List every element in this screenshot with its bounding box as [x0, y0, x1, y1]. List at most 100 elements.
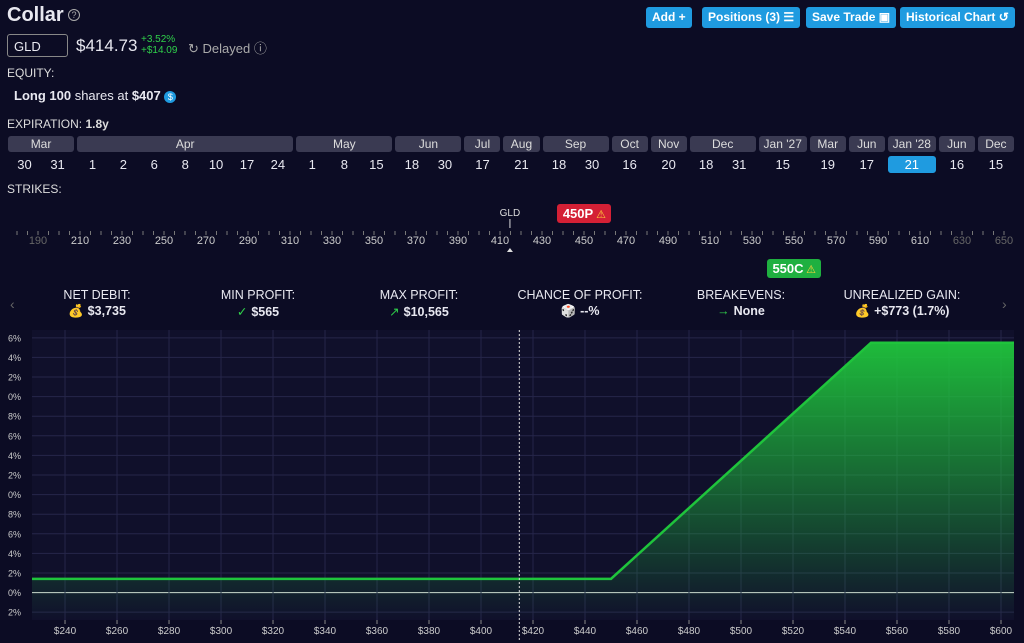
save-button[interactable]: Save Trade ▣	[806, 7, 897, 28]
day[interactable]: 10	[208, 157, 224, 172]
day[interactable]: 18	[404, 157, 420, 172]
stat-value: $3,735	[87, 304, 126, 318]
day[interactable]: 8	[340, 157, 348, 172]
put-badge	[557, 204, 611, 223]
x-tick-label: $460	[626, 626, 649, 637]
add-button[interactable]: Add +	[646, 7, 692, 28]
stat-value-row: 💰 $3,735	[12, 304, 182, 319]
day[interactable]: 21	[887, 156, 936, 173]
day[interactable]: 19	[820, 157, 835, 172]
put-warn: ⚠	[596, 209, 606, 221]
month-label: Jun	[848, 136, 885, 152]
price: $414.73	[76, 36, 138, 55]
day[interactable]: 31	[50, 157, 65, 172]
x-tick-label: $480	[678, 626, 701, 637]
day[interactable]: 17	[475, 157, 490, 172]
day-row: 21	[887, 152, 936, 173]
day[interactable]: 15	[775, 157, 790, 172]
day[interactable]: 21	[514, 157, 529, 172]
day-row: 17	[849, 152, 885, 173]
help-icon[interactable]: ?	[68, 9, 80, 21]
strike-tick-label: 470	[617, 235, 635, 247]
month-group: Jul 17	[464, 136, 501, 173]
day[interactable]: 30	[584, 157, 600, 172]
day[interactable]: 16	[622, 157, 637, 172]
stat-value-row: ✓ $565	[173, 304, 343, 319]
day-row: 19	[810, 152, 846, 173]
strike-tick-label: 410	[491, 235, 509, 247]
stat-value-row: ↗ $10,565	[334, 304, 504, 319]
equity-cost: $407	[131, 88, 161, 103]
day-row: 21	[503, 152, 539, 173]
stat-value: $10,565	[403, 305, 449, 319]
day[interactable]: 8	[181, 157, 189, 172]
stat-icon: 💰	[68, 304, 84, 318]
month-label: Jun	[395, 136, 462, 152]
day[interactable]: 16	[949, 157, 965, 172]
y-tick-label: 8%	[8, 412, 21, 422]
x-tick-label: $280	[158, 626, 181, 637]
month-group: Jun 18 30	[395, 136, 462, 173]
strike-tick-label: 610	[911, 235, 929, 247]
month-label: Apr	[77, 136, 294, 152]
day[interactable]: 1	[308, 157, 316, 172]
day[interactable]: 15	[369, 157, 384, 172]
month-label: Sep	[542, 136, 609, 152]
x-tick-label: $240	[54, 626, 77, 637]
strike-ruler: 190 210 230 250 270 290 310 330 350 370 390 410 430 4…	[16, 204, 1013, 278]
strike-tick-label: 450	[575, 235, 593, 247]
x-tick-label: $580	[938, 626, 961, 637]
strike-tick-label: 490	[659, 235, 677, 247]
expiration-picker: Mar 30 31 Apr 1 2 6 8 10 17 24 May 1 8 15 Jun 18 30 Jul 17 A…	[8, 136, 1014, 173]
prev-arrow[interactable]: ‹	[10, 296, 15, 312]
day[interactable]: 15	[988, 157, 1004, 172]
x-tick-label: $600	[990, 626, 1013, 637]
stat-label: CHANCE OF PROFIT:	[517, 288, 643, 302]
change-abs: +$14.09	[141, 45, 178, 56]
button-label: Add	[652, 10, 676, 24]
y-tick-label: 0%	[8, 490, 21, 500]
day[interactable]: 17	[239, 157, 255, 172]
stat-value-row: → None	[656, 304, 826, 318]
stat: UNREALIZED GAIN: 💰 +$773 (1.7%)	[817, 288, 987, 319]
strike-tick-label: 290	[239, 235, 257, 247]
day[interactable]: 17	[859, 157, 875, 172]
strike-tick-label: 630	[953, 235, 971, 247]
day[interactable]: 31	[731, 157, 747, 172]
next-arrow[interactable]: ›	[1002, 296, 1007, 312]
day-row: 16	[939, 152, 975, 173]
day[interactable]: 30	[17, 157, 32, 172]
expiration-duration: 1.8y	[85, 117, 109, 131]
stat-icon: ↗	[389, 305, 400, 319]
day[interactable]: 1	[88, 157, 97, 172]
x-tick-label: $500	[730, 626, 753, 637]
day[interactable]: 18	[698, 157, 714, 172]
day[interactable]: 6	[150, 157, 158, 172]
y-tick-label: 0%	[8, 392, 21, 402]
history-button[interactable]: Historical Chart ↺	[900, 7, 1015, 28]
symbol: GLD	[14, 39, 41, 54]
day[interactable]: 2	[119, 157, 128, 172]
x-tick-label: $260	[106, 626, 129, 637]
month-label: Mar	[809, 136, 846, 152]
stat-value-row: 🎲 --%	[495, 304, 665, 319]
expiration-label: EXPIRATION: 1.8y	[7, 117, 109, 131]
symbol-input[interactable]: GLD	[7, 34, 68, 57]
positions-button[interactable]: Positions (3) ☰	[702, 7, 801, 28]
button-label: Save Trade	[812, 10, 876, 24]
day[interactable]: 30	[437, 157, 453, 172]
day[interactable]: 24	[270, 157, 286, 172]
stat-label: NET DEBIT:	[63, 288, 131, 302]
strike-tick-label: 570	[827, 235, 845, 247]
month-group: Nov 20	[650, 136, 687, 173]
equity-label: EQUITY:	[7, 66, 55, 80]
day-row: 20	[651, 152, 687, 173]
month-group: Apr 1 2 6 8 10 17 24	[77, 136, 294, 173]
day[interactable]: 20	[661, 157, 676, 172]
change-pct: +3.52%	[141, 34, 176, 45]
month-group: Jun 16	[938, 136, 975, 173]
month-group: Jan '28 21	[887, 136, 936, 173]
day[interactable]: 18	[551, 157, 567, 172]
x-tick-label: $300	[210, 626, 233, 637]
